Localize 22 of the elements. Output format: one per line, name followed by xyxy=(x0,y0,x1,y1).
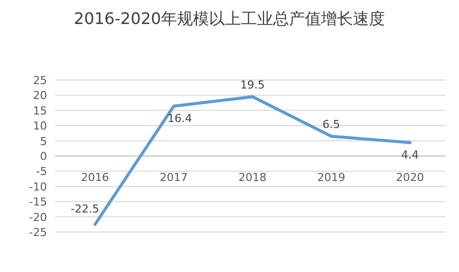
y-tick-label: -25 xyxy=(29,226,47,239)
x-tick-label: 2016 xyxy=(81,171,109,184)
data-label: 16.4 xyxy=(168,112,192,126)
y-tick-label: 5 xyxy=(40,134,47,148)
y-tick-label: 0 xyxy=(40,150,47,163)
x-tick-label: 2018 xyxy=(238,171,266,184)
x-tick-label: 2019 xyxy=(317,171,346,184)
y-tick-label: -20 xyxy=(29,210,47,224)
chart-title: 2016-2020年规模以上工业总产值增长速度 xyxy=(74,9,386,28)
data-label: 6.5 xyxy=(322,118,340,132)
y-tick-label: -10 xyxy=(29,180,47,194)
data-label: 19.5 xyxy=(240,78,265,92)
y-tick-label: 20 xyxy=(33,89,47,102)
x-tick-label: 2020 xyxy=(396,171,424,184)
data-label: -22.5 xyxy=(70,202,100,216)
y-tick-label: 25 xyxy=(33,74,47,87)
data-label: 4.4 xyxy=(401,148,419,162)
y-tick-label: 10 xyxy=(33,120,47,133)
y-tick-label: 15 xyxy=(33,104,47,118)
y-tick-label: -15 xyxy=(29,196,47,209)
y-tick-label: -5 xyxy=(36,165,47,178)
x-tick-label: 2017 xyxy=(160,171,188,184)
